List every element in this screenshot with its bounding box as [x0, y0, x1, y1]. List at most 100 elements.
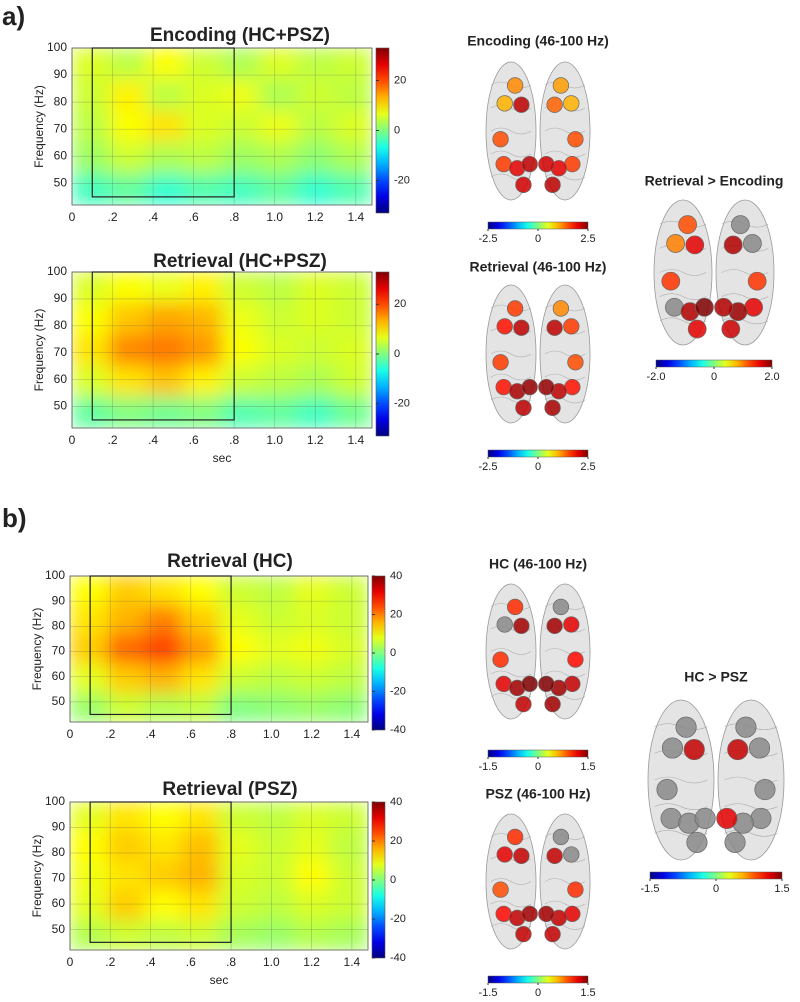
heatmap-cell [256, 920, 294, 950]
electrode [563, 95, 580, 112]
electrode [495, 378, 512, 396]
heatmap-cell [107, 634, 145, 665]
electrode [506, 598, 524, 616]
heatmap-cell [181, 831, 220, 862]
electrode [661, 271, 681, 291]
gyrus [490, 648, 532, 655]
x-tick-label: 0 [67, 727, 74, 741]
electrode [564, 155, 581, 173]
electrode [567, 651, 584, 668]
y-tick-label: 100 [47, 40, 67, 54]
heatmap-cell [293, 692, 332, 722]
electrode [552, 300, 570, 317]
heatmap-cell [72, 334, 110, 367]
heatmap-cell [70, 861, 108, 892]
heatmap-cell [70, 831, 108, 862]
colorbar-tick-label: 20 [394, 298, 406, 310]
heatmap-cell [334, 272, 372, 304]
heatmap-cells [72, 272, 372, 428]
heatmap-cell [297, 272, 335, 304]
colorbar-tick-label: 0 [535, 761, 541, 773]
heatmap-cell [72, 272, 110, 304]
x-tick-label: .2 [108, 210, 118, 224]
heatmap-cell [144, 663, 183, 694]
electrode [492, 881, 509, 898]
heatmap-cell [184, 173, 223, 205]
heatmap-cell [72, 365, 110, 398]
heatmap-cell [293, 861, 332, 892]
electrode [506, 300, 524, 317]
heatmap-cell [334, 334, 372, 367]
heatmap-cell [181, 576, 220, 606]
heatmap-cell [297, 334, 335, 367]
electrode [552, 77, 570, 94]
electrode [678, 215, 697, 234]
heatmap-cell [259, 79, 298, 112]
heatmap-cell [256, 692, 294, 722]
x-tick-label: .8 [229, 210, 239, 224]
heatmap-cell [184, 110, 223, 143]
heatmap-cell [219, 890, 257, 921]
heatmap-cell [256, 802, 294, 833]
heatmap-cell [222, 272, 260, 304]
x-tick-label: .4 [146, 727, 156, 741]
y-tick-label: 100 [45, 794, 65, 808]
electrode-inactive [660, 807, 682, 829]
brain-title: HC > PSZ [684, 669, 748, 685]
heatmap [72, 272, 372, 428]
heatmap-cell [72, 110, 110, 143]
y-tick-label: 50 [54, 176, 68, 190]
heatmap-cell [330, 831, 368, 862]
colorbar-tick-label: -40 [390, 724, 406, 736]
time-window [91, 47, 235, 198]
heatmap-cell [184, 365, 223, 398]
heatmap-cell [109, 303, 148, 335]
heatmap-cell [72, 48, 110, 80]
y-tick-label: 80 [52, 619, 66, 633]
y-tick-label: 100 [47, 264, 67, 278]
heatmap-cell [144, 576, 183, 606]
heatmap [70, 576, 368, 722]
heatmap-cell [222, 365, 260, 398]
electrode [496, 95, 513, 112]
heatmap-cell [147, 48, 185, 80]
gyrus [544, 693, 586, 700]
heatmap-cell [72, 79, 110, 112]
electrode [513, 319, 530, 336]
colorbar-tick-label: 2.5 [580, 233, 595, 245]
gyrus [544, 923, 586, 930]
heatmap-cell [181, 890, 220, 921]
colorbar-tick-label: 0 [713, 883, 719, 895]
heatmap-cell [144, 692, 183, 722]
y-tick-label: 80 [52, 845, 66, 859]
electrode-inactive [656, 779, 678, 801]
heatmap-cell [147, 79, 185, 112]
heatmap-cell [256, 890, 294, 921]
heatmap-cell [147, 110, 185, 143]
heatmap-cell [219, 634, 257, 665]
heatmap-cell [330, 576, 368, 606]
heatmap-cell [330, 920, 368, 950]
heatmap-cell [147, 303, 185, 335]
heatmap-cell [293, 890, 332, 921]
heatmap-cell [147, 334, 185, 367]
colorbar-tick-label: 2.0 [764, 371, 779, 383]
electrode-inactive [665, 297, 684, 317]
heatmap-cell [144, 861, 183, 892]
heatmap-cell [184, 334, 223, 367]
electrode [546, 617, 563, 634]
brain-title: PSZ (46-100 Hz) [485, 786, 590, 802]
x-tick-label: 1.0 [266, 433, 283, 447]
heatmap-cell [256, 831, 294, 862]
electrode-inactive [661, 737, 684, 759]
gyrus [721, 317, 769, 325]
panel-label: b) [2, 503, 27, 533]
electrode [567, 131, 584, 148]
colorbar [487, 449, 589, 458]
x-tick-label: 1.4 [347, 210, 364, 224]
electrode [492, 354, 509, 371]
heatmap-cell [72, 303, 110, 335]
heatmap-cell [107, 890, 145, 921]
heatmap-cell [219, 576, 257, 606]
gyrus [721, 293, 769, 300]
